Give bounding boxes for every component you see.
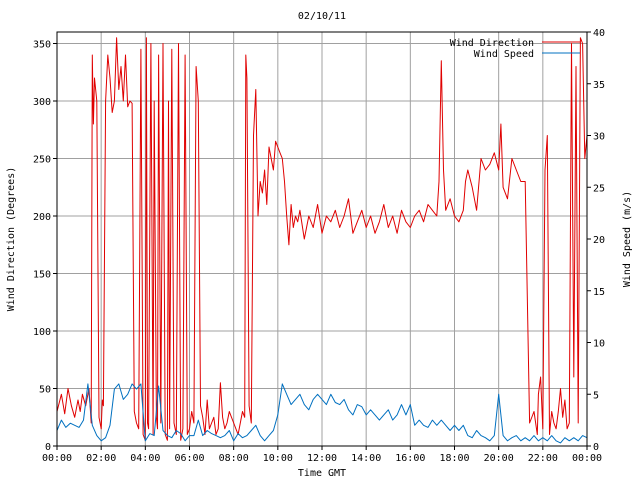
legend-label-wind-speed: Wind Speed [474, 49, 534, 60]
series-line-wind-speed [56, 383, 588, 444]
series-line-wind-direction [56, 37, 588, 441]
y-left-tick-label: 150 [33, 270, 51, 281]
y-axis-left-label: Wind Direction (Degrees) [6, 167, 17, 312]
x-tick-label: 00:00 [572, 453, 602, 464]
y-right-tick-label: 0 [593, 442, 599, 453]
y-right-tick-label: 30 [593, 132, 605, 143]
x-tick-label: 00:00 [42, 453, 72, 464]
y-right-tick-label: 15 [593, 287, 605, 298]
chart-title: 02/10/11 [298, 11, 346, 22]
legend: Wind Direction Wind Speed [450, 38, 580, 60]
x-tick-label: 14:00 [351, 453, 381, 464]
y-left-tick-label: 300 [33, 97, 51, 108]
x-tick-label: 16:00 [395, 453, 425, 464]
y-right-tick-label: 25 [593, 183, 605, 194]
y-right-tick-label: 40 [593, 28, 605, 39]
x-tick-label: 18:00 [439, 453, 469, 464]
y-right-tick-label: 5 [593, 390, 599, 401]
x-tick-label: 12:00 [307, 453, 337, 464]
y-right-tick-label: 20 [593, 235, 605, 246]
axes: 00:00 02:00 04:00 06:00 08:00 10:00 12:00 14:00… [33, 28, 605, 464]
y-left-tick-label: 350 [33, 40, 51, 51]
y-left-tick-label: 100 [33, 327, 51, 338]
x-tick-label: 04:00 [130, 453, 160, 464]
legend-label-wind-direction: Wind Direction [450, 38, 534, 49]
y-left-tick-label: 50 [39, 385, 51, 396]
y-right-tick-label: 10 [593, 339, 605, 350]
y-left-tick-label: 200 [33, 212, 51, 223]
x-tick-label: 06:00 [174, 453, 204, 464]
x-tick-label: 22:00 [528, 453, 558, 464]
y-left-tick-label: 0 [45, 442, 51, 453]
y-right-tick-label: 35 [593, 80, 605, 91]
x-tick-label: 08:00 [219, 453, 249, 464]
y-axis-right-label: Wind Speed (m/s) [622, 191, 633, 287]
x-tick-label: 10:00 [263, 453, 293, 464]
x-tick-label: 02:00 [86, 453, 116, 464]
series-layer [56, 37, 588, 444]
x-tick-label: 20:00 [484, 453, 514, 464]
y-left-tick-label: 250 [33, 155, 51, 166]
x-axis-label: Time GMT [298, 468, 346, 479]
